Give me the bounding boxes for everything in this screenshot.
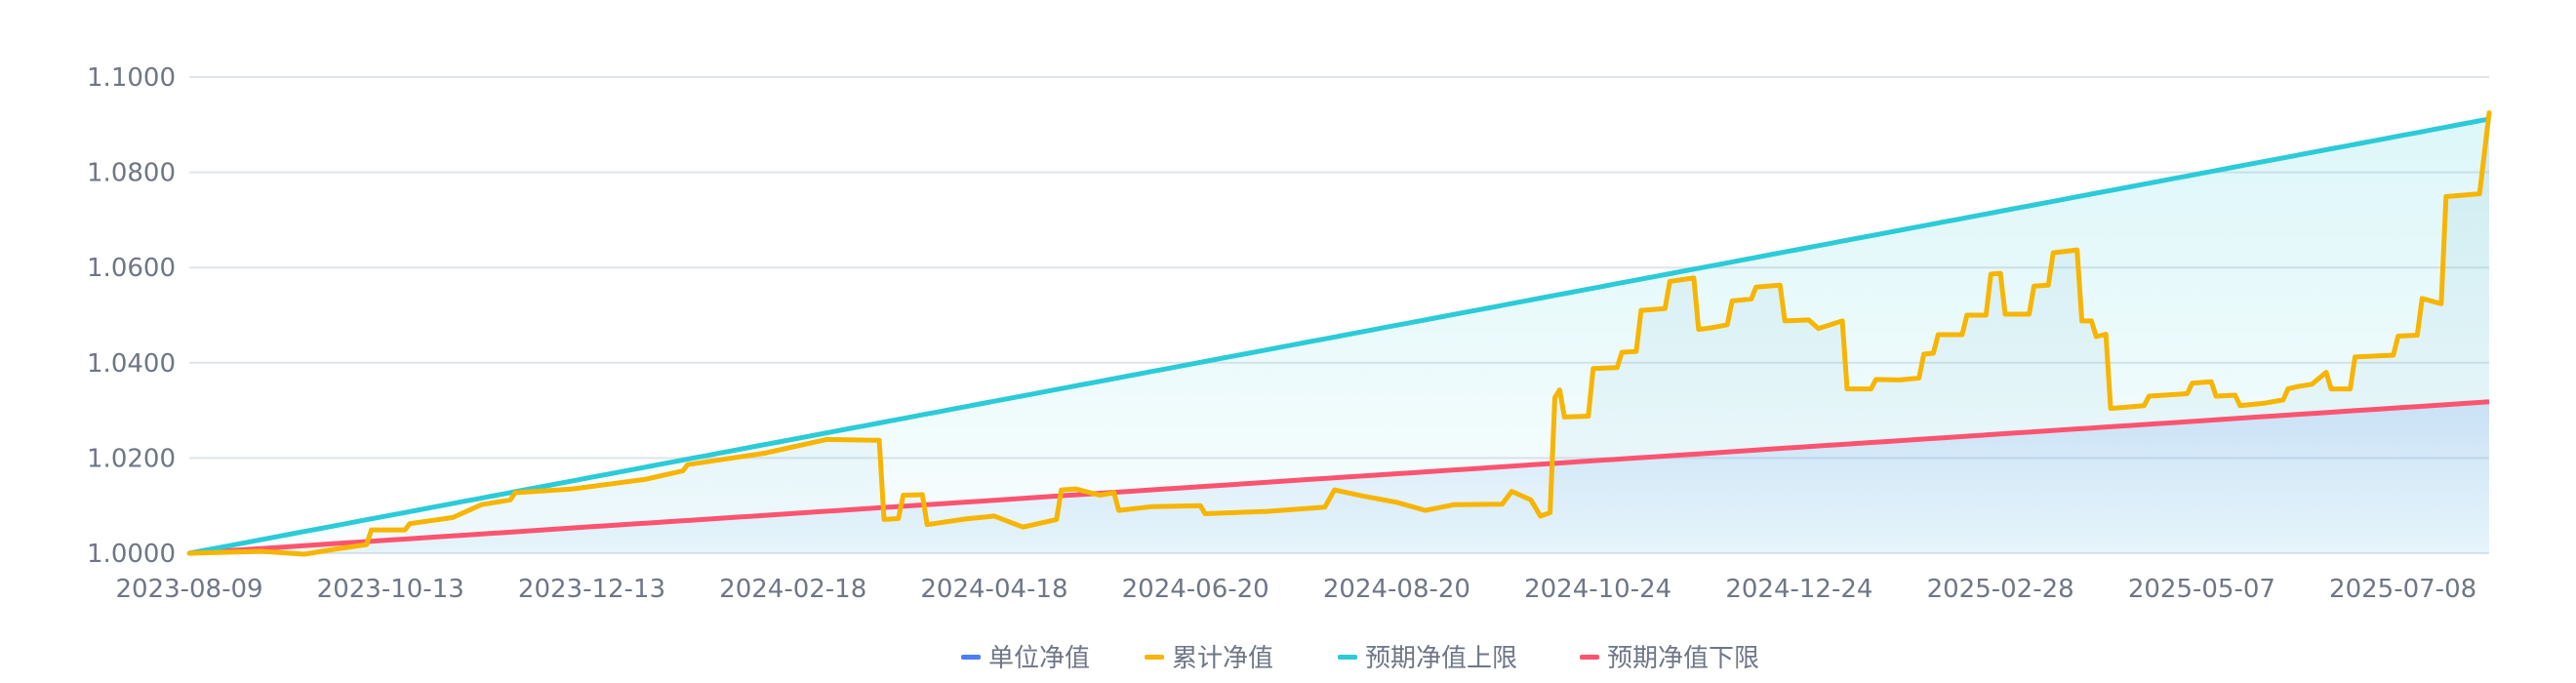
upper-bound-line (188, 116, 2490, 556)
x-tick-label: 2023-12-13 (518, 575, 665, 604)
legend-label: 预期净值下限 (1607, 644, 1759, 673)
series-lines (186, 110, 2492, 557)
legend-item[interactable]: 累计净值 (1145, 644, 1273, 673)
y-tick-label: 1.0200 (87, 444, 176, 473)
x-tick-label: 2024-08-20 (1323, 575, 1470, 604)
legend-label: 预期净值上限 (1365, 644, 1517, 673)
x-tick-label: 2024-12-24 (1725, 575, 1872, 604)
x-tick-label: 2023-08-09 (115, 575, 262, 604)
legend-swatch-icon (1580, 655, 1599, 660)
x-tick-label: 2024-10-24 (1524, 575, 1671, 604)
x-tick-label: 2023-10-13 (317, 575, 464, 604)
legend-label: 累计净值 (1172, 644, 1273, 673)
y-tick-label: 1.1000 (87, 63, 176, 93)
x-tick-label: 2024-04-18 (920, 575, 1067, 604)
x-tick-label: 2024-06-20 (1122, 575, 1269, 604)
legend-label: 单位净值 (988, 644, 1090, 673)
y-axis: 1.0000 1.0200 1.0400 1.0600 1.0800 1.1000 (87, 63, 176, 569)
legend-item[interactable]: 预期净值上限 (1338, 644, 1517, 673)
y-tick-label: 1.0600 (87, 254, 176, 283)
y-tick-label: 1.0800 (87, 159, 176, 188)
x-tick-label: 2025-07-08 (2329, 575, 2476, 604)
x-axis: 2023-08-09 2023-10-13 2023-12-13 2024-02-18… (115, 575, 2476, 604)
legend: 单位净值 累计净值 预期净值上限 预期净值下限 (961, 644, 1759, 673)
legend-swatch-icon (961, 655, 981, 660)
cumulative-nav-line (186, 110, 2492, 557)
y-tick-label: 1.0400 (87, 349, 176, 379)
x-tick-label: 2025-02-28 (1927, 575, 2074, 604)
x-tick-label: 2024-02-18 (719, 575, 866, 604)
legend-item[interactable]: 单位净值 (961, 644, 1090, 673)
x-tick-label: 2025-05-07 (2128, 575, 2275, 604)
lower-bound-line (188, 399, 2490, 556)
legend-swatch-icon (1145, 655, 1164, 660)
legend-item[interactable]: 预期净值下限 (1580, 644, 1759, 673)
legend-swatch-icon (1338, 655, 1357, 660)
y-tick-label: 1.0000 (87, 540, 176, 569)
